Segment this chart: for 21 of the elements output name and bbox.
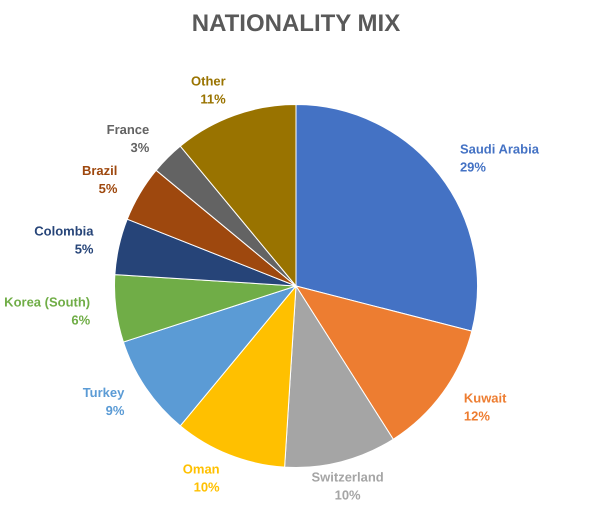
data-label: 10%	[194, 480, 220, 495]
data-label: 29%	[460, 159, 486, 174]
slice-label: Kuwait	[464, 390, 508, 406]
data-label: 5%	[74, 241, 94, 256]
slice-label: France	[106, 122, 150, 137]
data-label: 5%	[98, 180, 118, 196]
chart-title: NATIONALITY MIX	[190, 10, 402, 38]
slice-label: Brazil	[82, 162, 118, 178]
slice-label: Oman	[182, 462, 220, 477]
data-label: 6%	[71, 312, 91, 328]
slice-label: Switzerland	[311, 470, 384, 485]
slice-label: Korea (South)	[4, 294, 90, 310]
slice-label: Turkey	[82, 385, 126, 400]
data-label: 3%	[130, 140, 150, 155]
slice-label: Colombia	[34, 223, 94, 238]
data-label: 11%	[200, 91, 226, 106]
data-label: 10%	[334, 488, 362, 503]
data-label: 12%	[464, 408, 490, 424]
data-label: 9%	[106, 403, 125, 418]
slice-label: Other	[191, 73, 226, 88]
slice-label: Saudi Arabia	[460, 141, 540, 156]
